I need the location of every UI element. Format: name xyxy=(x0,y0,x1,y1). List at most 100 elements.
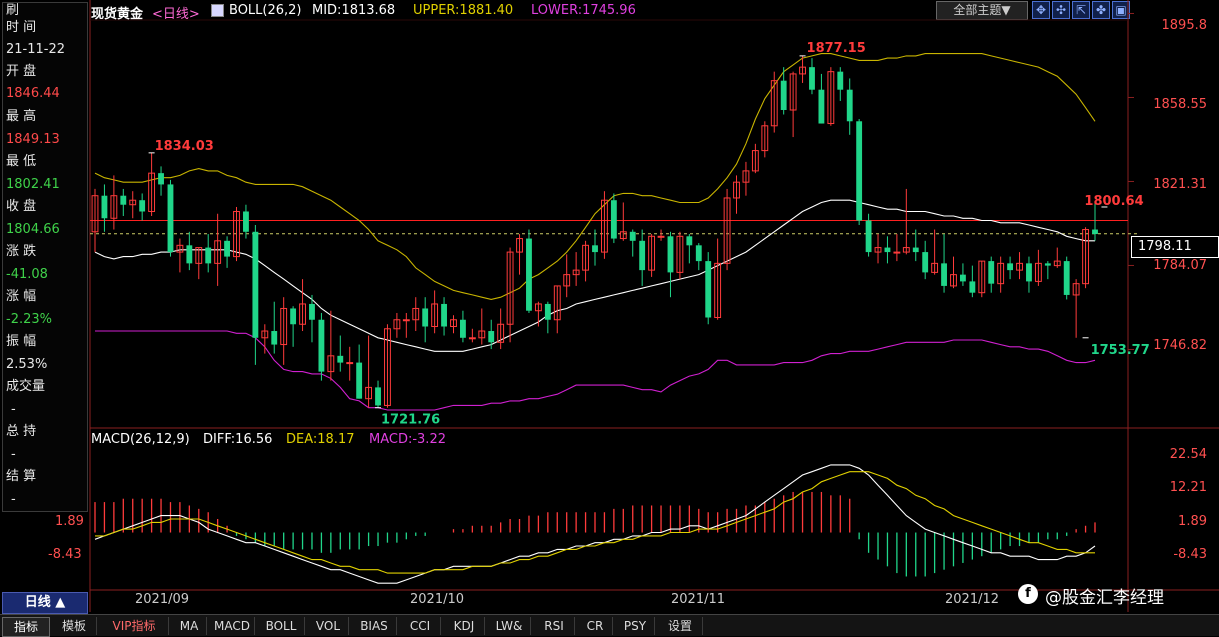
candle-body-up xyxy=(384,328,391,406)
theme-dropdown[interactable]: 全部主题▼ xyxy=(936,1,1028,20)
tab-indicator[interactable]: 指标 xyxy=(2,617,50,637)
candle-body-down xyxy=(271,331,278,345)
x-tick-nov: 2021/11 xyxy=(671,592,726,607)
time-label: 时 间 xyxy=(6,20,37,35)
candle-body-up xyxy=(676,235,684,273)
candle-body-up xyxy=(1072,283,1080,296)
candle-body-up xyxy=(582,244,589,271)
candle-body-up xyxy=(214,240,222,264)
x-tick-dec: 2021/12 xyxy=(945,592,1000,607)
boll-lower-line xyxy=(95,330,1096,411)
candle-body-up xyxy=(365,386,373,400)
annotation-high-sep: 1834.03 xyxy=(155,139,214,154)
candle-body-up xyxy=(195,247,203,264)
candle-body-down xyxy=(837,71,844,90)
candle-body-up xyxy=(1053,260,1061,267)
candle-body-up xyxy=(874,247,882,253)
boll-mid: MID:1813.68 xyxy=(312,3,396,18)
macd-name: MACD(26,12,9) xyxy=(91,432,190,447)
open-value: 1846.44 xyxy=(6,86,60,101)
candle-body-up xyxy=(619,231,627,240)
tab-kdj[interactable]: KDJ xyxy=(444,617,485,635)
panel-top-mark: 刷 xyxy=(6,3,20,18)
tab-boll[interactable]: BOLL xyxy=(258,617,305,635)
indicator-icon[interactable] xyxy=(211,4,224,17)
period-button[interactable]: 日线 ▲ xyxy=(2,592,88,614)
settings-icon[interactable]: ▣ xyxy=(1112,1,1130,19)
candle-body-up xyxy=(770,80,778,127)
candle-body-up xyxy=(534,303,542,312)
close-value: 1804.66 xyxy=(6,222,60,237)
oi-label: 总 持 xyxy=(6,424,37,439)
candle-body-down xyxy=(960,274,966,282)
tab-rsi[interactable]: RSI xyxy=(534,617,575,635)
zoom-in-icon[interactable]: ⇱ xyxy=(1072,1,1090,19)
candle-body-up xyxy=(412,307,420,321)
tab-template[interactable]: 模板 xyxy=(52,617,97,635)
candle-body-up xyxy=(110,195,118,219)
candle-body-up xyxy=(478,330,486,339)
candle-body-down xyxy=(422,308,429,327)
indicator-tab-bar: 指标 模板 VIP指标 MA MACD BOLL VOL BIAS CCI KD… xyxy=(0,614,1219,637)
candle-body-down xyxy=(356,362,363,399)
candle-body-down xyxy=(695,245,702,262)
candle-body-down xyxy=(988,261,995,284)
candle-body-down xyxy=(488,331,495,343)
candle-body-down xyxy=(158,173,164,185)
tab-settings[interactable]: 设置 xyxy=(658,617,703,635)
kline-chart[interactable]: 1834.03 1721.76 1877.15 1753.77 1800.64 xyxy=(0,0,1219,614)
candle-body-down xyxy=(969,281,976,293)
boll-lower: LOWER:1745.96 xyxy=(531,3,636,18)
candle-body-up xyxy=(563,274,571,287)
candle-body-down xyxy=(1063,261,1070,295)
tab-vip[interactable]: VIP指标 xyxy=(100,617,169,635)
candle-body-down xyxy=(629,231,636,241)
candle-body-up xyxy=(516,238,523,253)
tab-psy[interactable]: PSY xyxy=(616,617,655,635)
candle-body-down xyxy=(912,247,919,253)
candle-body-up xyxy=(751,150,759,172)
macd-diff: DIFF:16.56 xyxy=(203,432,273,447)
candle-body-down xyxy=(639,240,646,271)
tab-lw[interactable]: LW& xyxy=(488,617,531,635)
candle-body-up xyxy=(346,362,354,365)
amp-label: 振 幅 xyxy=(6,334,37,349)
tab-cr[interactable]: CR xyxy=(578,617,613,635)
y-tick-1821: 1821.31 xyxy=(1153,177,1207,192)
pan-icon[interactable]: ✤ xyxy=(1092,1,1110,19)
period-link[interactable]: <日线> xyxy=(152,7,200,22)
candle-body-down xyxy=(441,303,447,327)
candle-body-down xyxy=(224,240,230,257)
macd-dea-line xyxy=(95,471,1095,574)
candle-body-up xyxy=(902,247,910,253)
candle-body-down xyxy=(1007,263,1014,271)
candle-body-down xyxy=(809,67,815,90)
tab-ma[interactable]: MA xyxy=(172,617,207,635)
candle-body-up xyxy=(714,262,722,318)
candle-body-down xyxy=(592,245,598,253)
tab-bias[interactable]: BIAS xyxy=(352,617,397,635)
candle-body-down xyxy=(337,355,344,363)
candle-body-up xyxy=(799,66,806,75)
candle-body-up xyxy=(893,251,901,254)
tab-cci[interactable]: CCI xyxy=(400,617,441,635)
candle-body-up xyxy=(789,73,797,111)
high-label: 最 高 xyxy=(6,109,37,124)
oi-value: - xyxy=(11,447,16,462)
macd-y-tick-12: 12.21 xyxy=(1169,480,1207,495)
watermark-text: @股金汇李经理 xyxy=(1045,588,1164,608)
candle-body-up xyxy=(648,235,656,271)
candle-body-up xyxy=(299,303,306,325)
candle-body-down xyxy=(705,261,712,318)
tab-macd[interactable]: MACD xyxy=(210,617,255,635)
move-icon[interactable]: ✣ xyxy=(1052,1,1070,19)
tab-vol[interactable]: VOL xyxy=(308,617,349,635)
boll-upper: UPPER:1881.40 xyxy=(413,3,514,18)
boll-mid-line xyxy=(94,199,1095,352)
candle-body-up xyxy=(997,262,1005,285)
macd-dea: DEA:18.17 xyxy=(286,432,355,447)
y-tick-1858: 1858.55 xyxy=(1153,97,1207,112)
candle-body-down xyxy=(243,211,249,232)
expand-icon[interactable]: ✥ xyxy=(1032,1,1050,19)
candle-body-up xyxy=(827,71,835,125)
